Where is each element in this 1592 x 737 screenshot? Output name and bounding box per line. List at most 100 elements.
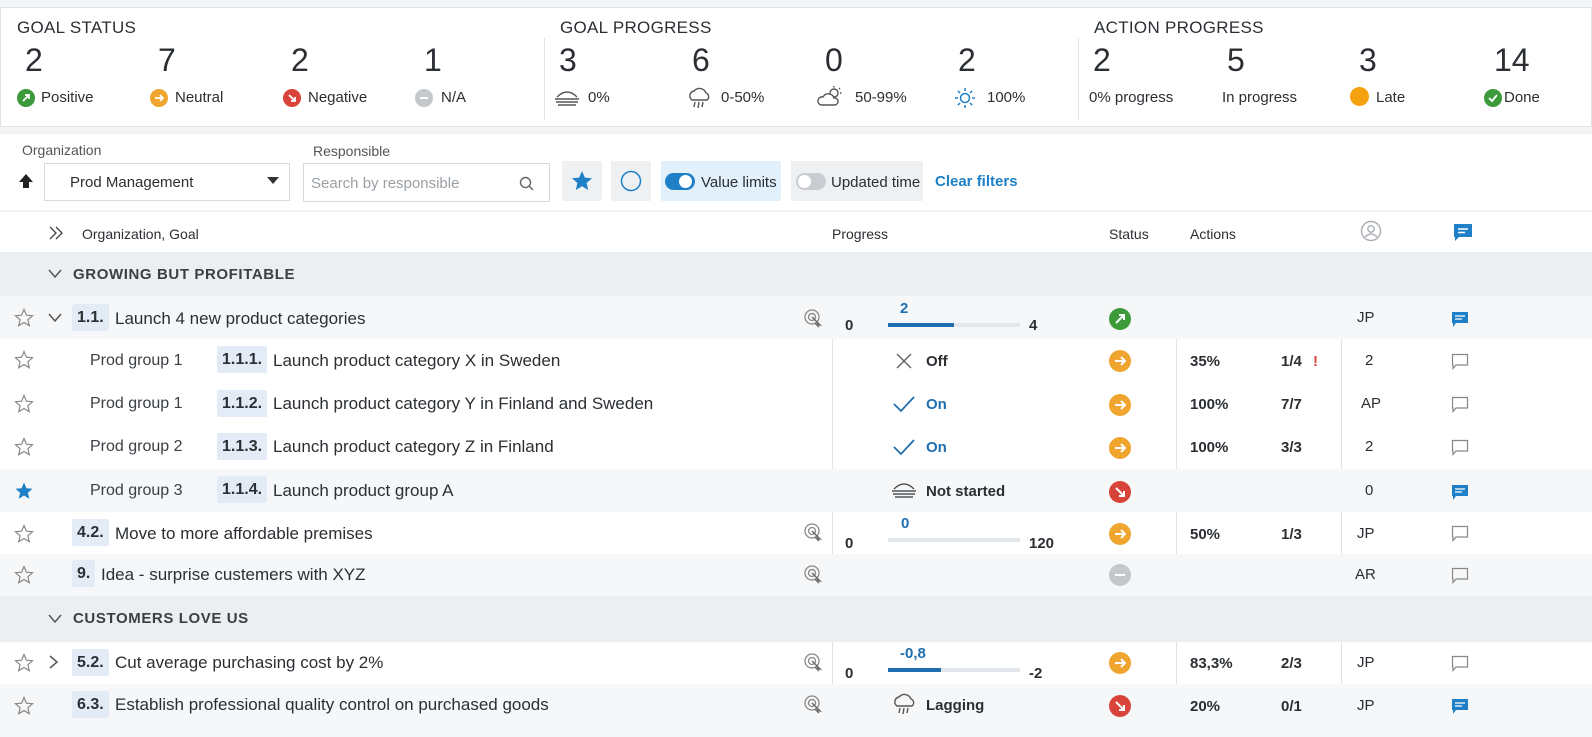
table-row[interactable]: Prod group 2 1.1.3. Launch product categ… — [0, 425, 1592, 469]
header-progress[interactable]: Progress — [832, 226, 889, 242]
circle-filter-button[interactable] — [611, 161, 651, 201]
chevron-down-icon[interactable] — [48, 269, 62, 279]
goal-title[interactable]: Launch product category Y in Finland and… — [273, 394, 654, 413]
header-actions[interactable]: Actions — [1190, 226, 1236, 242]
table-row[interactable]: 4.2. Move to more affordable premises 0 … — [0, 512, 1592, 554]
comment-filled-icon[interactable] — [1453, 223, 1473, 242]
responsible-initials[interactable]: JP — [1357, 309, 1375, 326]
comment-filled-icon[interactable] — [1451, 698, 1469, 715]
target-cursor-icon[interactable] — [803, 308, 823, 328]
goal-title[interactable]: Idea - surprise custemers with XYZ — [101, 565, 366, 584]
metric-value: 2 — [958, 42, 976, 78]
goal-title[interactable]: Move to more affordable premises — [115, 524, 373, 543]
responsible-initials[interactable]: JP — [1357, 697, 1375, 714]
action-progress-title: ACTION PROGRESS — [1094, 18, 1264, 37]
table-row[interactable]: 1.1. Launch 4 new product categories 0 2… — [0, 296, 1592, 339]
clear-filters-link[interactable]: Clear filters — [935, 173, 1018, 190]
metric-value: 2 — [25, 42, 43, 78]
star-outline-icon[interactable] — [14, 524, 34, 544]
metric-value: 14 — [1494, 42, 1530, 78]
star-outline-icon[interactable] — [14, 350, 34, 370]
header-status[interactable]: Status — [1109, 226, 1149, 242]
chevron-right-icon[interactable] — [49, 655, 59, 669]
group-row[interactable]: GROWING BUT PROFITABLE — [0, 252, 1592, 296]
action-ratio[interactable]: 1/4 — [1281, 353, 1302, 370]
star-outline-icon[interactable] — [14, 696, 34, 716]
metric-value: 1 — [424, 42, 442, 78]
goal-title[interactable]: Launch product group A — [273, 481, 454, 500]
table-row[interactable]: 6.3. Establish professional quality cont… — [0, 684, 1592, 737]
chevron-down-icon[interactable] — [48, 313, 62, 323]
star-outline-icon[interactable] — [14, 308, 34, 328]
metric-label: Negative — [308, 89, 368, 106]
target-cursor-icon[interactable] — [803, 522, 823, 542]
user-avatar-icon[interactable] — [1360, 220, 1382, 242]
comment-outline-icon[interactable] — [1451, 439, 1469, 456]
circle-icon — [620, 170, 642, 192]
favorites-filter-button[interactable] — [562, 161, 602, 201]
arrow-up-icon[interactable] — [17, 172, 35, 192]
organization-select[interactable]: Prod Management — [44, 163, 290, 201]
metric-value: 6 — [692, 42, 710, 78]
metric-value: 0 — [825, 42, 843, 78]
metric-label: 0-50% — [721, 89, 765, 106]
comment-filled-icon[interactable] — [1451, 484, 1469, 501]
chevron-down-icon[interactable] — [48, 614, 62, 624]
goal-code: 5.2. — [72, 649, 109, 676]
target-cursor-icon[interactable] — [803, 652, 823, 672]
comment-filled-icon[interactable] — [1451, 311, 1469, 328]
target-cursor-icon[interactable] — [803, 564, 823, 584]
responsible-initials[interactable]: 2 — [1365, 352, 1374, 369]
goal-code: 1.1. — [72, 304, 109, 331]
comment-outline-icon[interactable] — [1451, 655, 1469, 672]
goal-title[interactable]: Launch 4 new product categories — [115, 309, 366, 328]
updated-time-toggle[interactable]: Updated time — [791, 161, 923, 201]
check-icon — [893, 439, 915, 456]
responsible-initials[interactable]: JP — [1357, 654, 1375, 671]
star-outline-icon[interactable] — [14, 394, 34, 414]
star-outline-icon[interactable] — [14, 437, 34, 457]
responsible-initials[interactable]: JP — [1357, 525, 1375, 542]
toggle-switch-on — [665, 173, 695, 190]
action-ratio[interactable]: 0/1 — [1281, 698, 1302, 715]
summary-panel: GOAL STATUS 2 Positive 7 Neutral 2 Negat… — [0, 7, 1592, 127]
responsible-search-field[interactable]: Search by responsible — [303, 163, 550, 202]
table-row[interactable]: Prod group 1 1.1.2. Launch product categ… — [0, 382, 1592, 425]
star-outline-icon[interactable] — [14, 653, 34, 673]
org-name: Prod group 3 — [90, 482, 183, 499]
status-negative-icon — [1109, 695, 1131, 717]
double-chevron-right-icon[interactable] — [48, 226, 64, 240]
comment-outline-icon[interactable] — [1451, 396, 1469, 413]
table-row[interactable]: Prod group 3 1.1.4. Launch product group… — [0, 469, 1592, 512]
comment-outline-icon[interactable] — [1451, 353, 1469, 370]
star-outline-icon[interactable] — [14, 565, 34, 585]
divider — [1078, 38, 1079, 120]
responsible-initials[interactable]: AR — [1355, 566, 1376, 583]
responsible-initials[interactable]: 2 — [1365, 438, 1374, 455]
responsible-initials[interactable]: AP — [1361, 395, 1382, 412]
action-ratio[interactable]: 3/3 — [1281, 439, 1302, 456]
goal-title[interactable]: Launch product category X in Sweden — [273, 351, 561, 370]
progress-bar — [888, 323, 1020, 327]
responsible-placeholder: Search by responsible — [311, 175, 460, 192]
star-filled-icon[interactable] — [14, 481, 34, 501]
group-row[interactable]: CUSTOMERS LOVE US — [0, 596, 1592, 642]
progress-current: 0 — [901, 515, 910, 532]
comment-outline-icon[interactable] — [1451, 567, 1469, 584]
metric-label: Positive — [41, 89, 94, 106]
table-row[interactable]: 9. Idea - surprise custemers with XYZ AR — [0, 554, 1592, 596]
goal-title[interactable]: Establish professional quality control o… — [115, 695, 549, 714]
action-ratio[interactable]: 2/3 — [1281, 655, 1302, 672]
header-goal[interactable]: Organization, Goal — [82, 226, 199, 242]
goal-title[interactable]: Cut average purchasing cost by 2% — [115, 653, 384, 672]
goal-title[interactable]: Launch product category Z in Finland — [273, 437, 554, 456]
action-ratio[interactable]: 7/7 — [1281, 396, 1302, 413]
action-ratio[interactable]: 1/3 — [1281, 526, 1302, 543]
table-row[interactable]: 5.2. Cut average purchasing cost by 2% 0… — [0, 642, 1592, 684]
responsible-initials[interactable]: 0 — [1365, 482, 1374, 499]
target-cursor-icon[interactable] — [803, 694, 823, 714]
metric-label: 0% progress — [1089, 89, 1174, 106]
table-row[interactable]: Prod group 1 1.1.1. Launch product categ… — [0, 339, 1592, 382]
value-limits-toggle[interactable]: Value limits — [661, 161, 781, 201]
comment-outline-icon[interactable] — [1451, 525, 1469, 542]
